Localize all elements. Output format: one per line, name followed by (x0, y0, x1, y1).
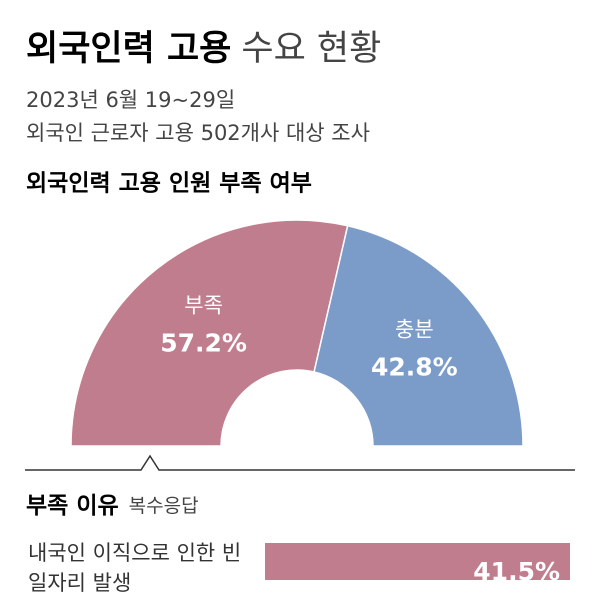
slice-value: 42.8% (371, 353, 458, 382)
bar-category: 내국인 이직으로 인한 빈 일자리 발생 (28, 541, 242, 595)
chart: 외국인력 고용 수요 현황 2023년 6월 19~29일 외국인 근로자 고용 … (25, 29, 575, 580)
bar (265, 543, 571, 580)
half-donut-slice (313, 224, 524, 447)
section-title: 외국인력 고용 인원 부족 여부 (26, 171, 312, 197)
slice-category: 부족 (184, 294, 223, 318)
page: {"header": {"title": "외국인력 고용", "title_r… (25, 29, 575, 595)
survey-note: 외국인 근로자 고용 502개사 대상 조사 (26, 121, 370, 145)
slice-value: 57.2% (160, 329, 247, 358)
title-bold: 외국인력 고용 (26, 29, 231, 69)
date: 2023년 6월 19~29일 (26, 88, 235, 112)
title-light: 수요 현황 (241, 29, 381, 69)
bar-title: 부족 이유 (26, 493, 119, 519)
bar-value: 41.5% (473, 557, 560, 580)
slice-category: 충분 (395, 318, 434, 342)
half-donut-slice (70, 219, 349, 447)
separator (25, 454, 575, 471)
page-title: 외국인력 고용 수요 현황 (26, 29, 381, 69)
bar-subtitle: 복수응답 (129, 495, 199, 517)
section-title: 부족 이유 복수응답 (26, 493, 199, 519)
